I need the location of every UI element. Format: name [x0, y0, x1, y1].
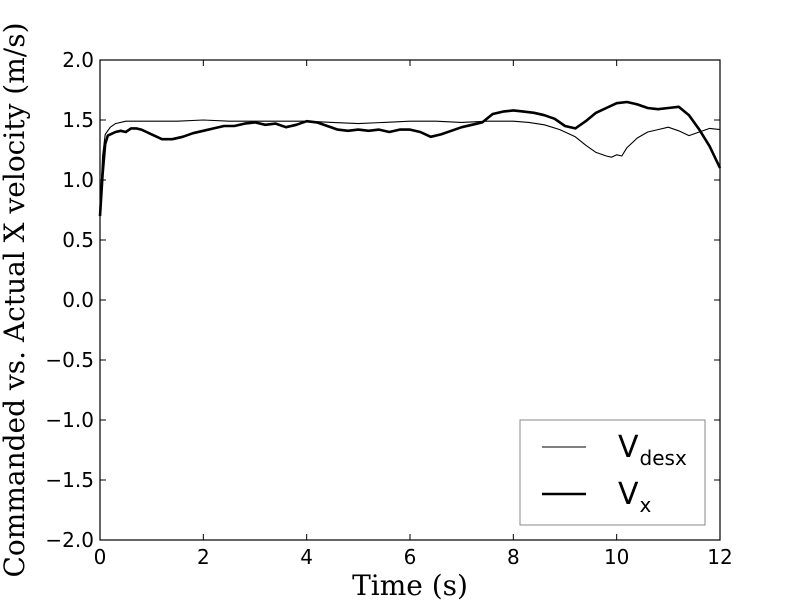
x-tick-label: 6 — [404, 545, 417, 569]
y-tick-label: −0.5 — [45, 348, 94, 372]
y-tick-label: 2.0 — [62, 48, 94, 72]
x-axis-title: Time (s) — [352, 569, 468, 600]
x-tick-label: 4 — [300, 545, 313, 569]
y-tick-label: 0.0 — [62, 288, 94, 312]
legend-label-vx: Vx — [618, 477, 652, 517]
y-tick-label: 0.5 — [62, 228, 94, 252]
y-tick-label: −1.5 — [45, 468, 94, 492]
ticks-layer: 0 2 4 6 8 10 12 −2.0 −1.5 −1.0 −0.5 0.0 0.5 1.0 1.5 2.0 — [45, 48, 732, 569]
y-tick-label: 1.5 — [62, 108, 94, 132]
x-tick-label: 12 — [707, 545, 732, 569]
x-tick-label: 2 — [197, 545, 210, 569]
y-tick-label: 1.0 — [62, 168, 94, 192]
x-tick-label: 0 — [94, 545, 107, 569]
y-tick-label: −2.0 — [45, 528, 94, 552]
x-tick-label: 8 — [507, 545, 520, 569]
series-layer — [98, 100, 722, 217]
x-tick-label: 10 — [604, 545, 629, 569]
y-axis-title: Commanded vs. Actual X velocity (m/s) — [0, 23, 31, 578]
legend-label-vdesx: Vdesx — [618, 430, 687, 470]
legend-box — [519, 419, 706, 526]
legend: Vdesx Vx — [519, 419, 706, 526]
series-line-vdesx — [99, 119, 721, 211]
series-line-vx — [98, 100, 722, 217]
y-tick-label: −1.0 — [45, 408, 94, 432]
